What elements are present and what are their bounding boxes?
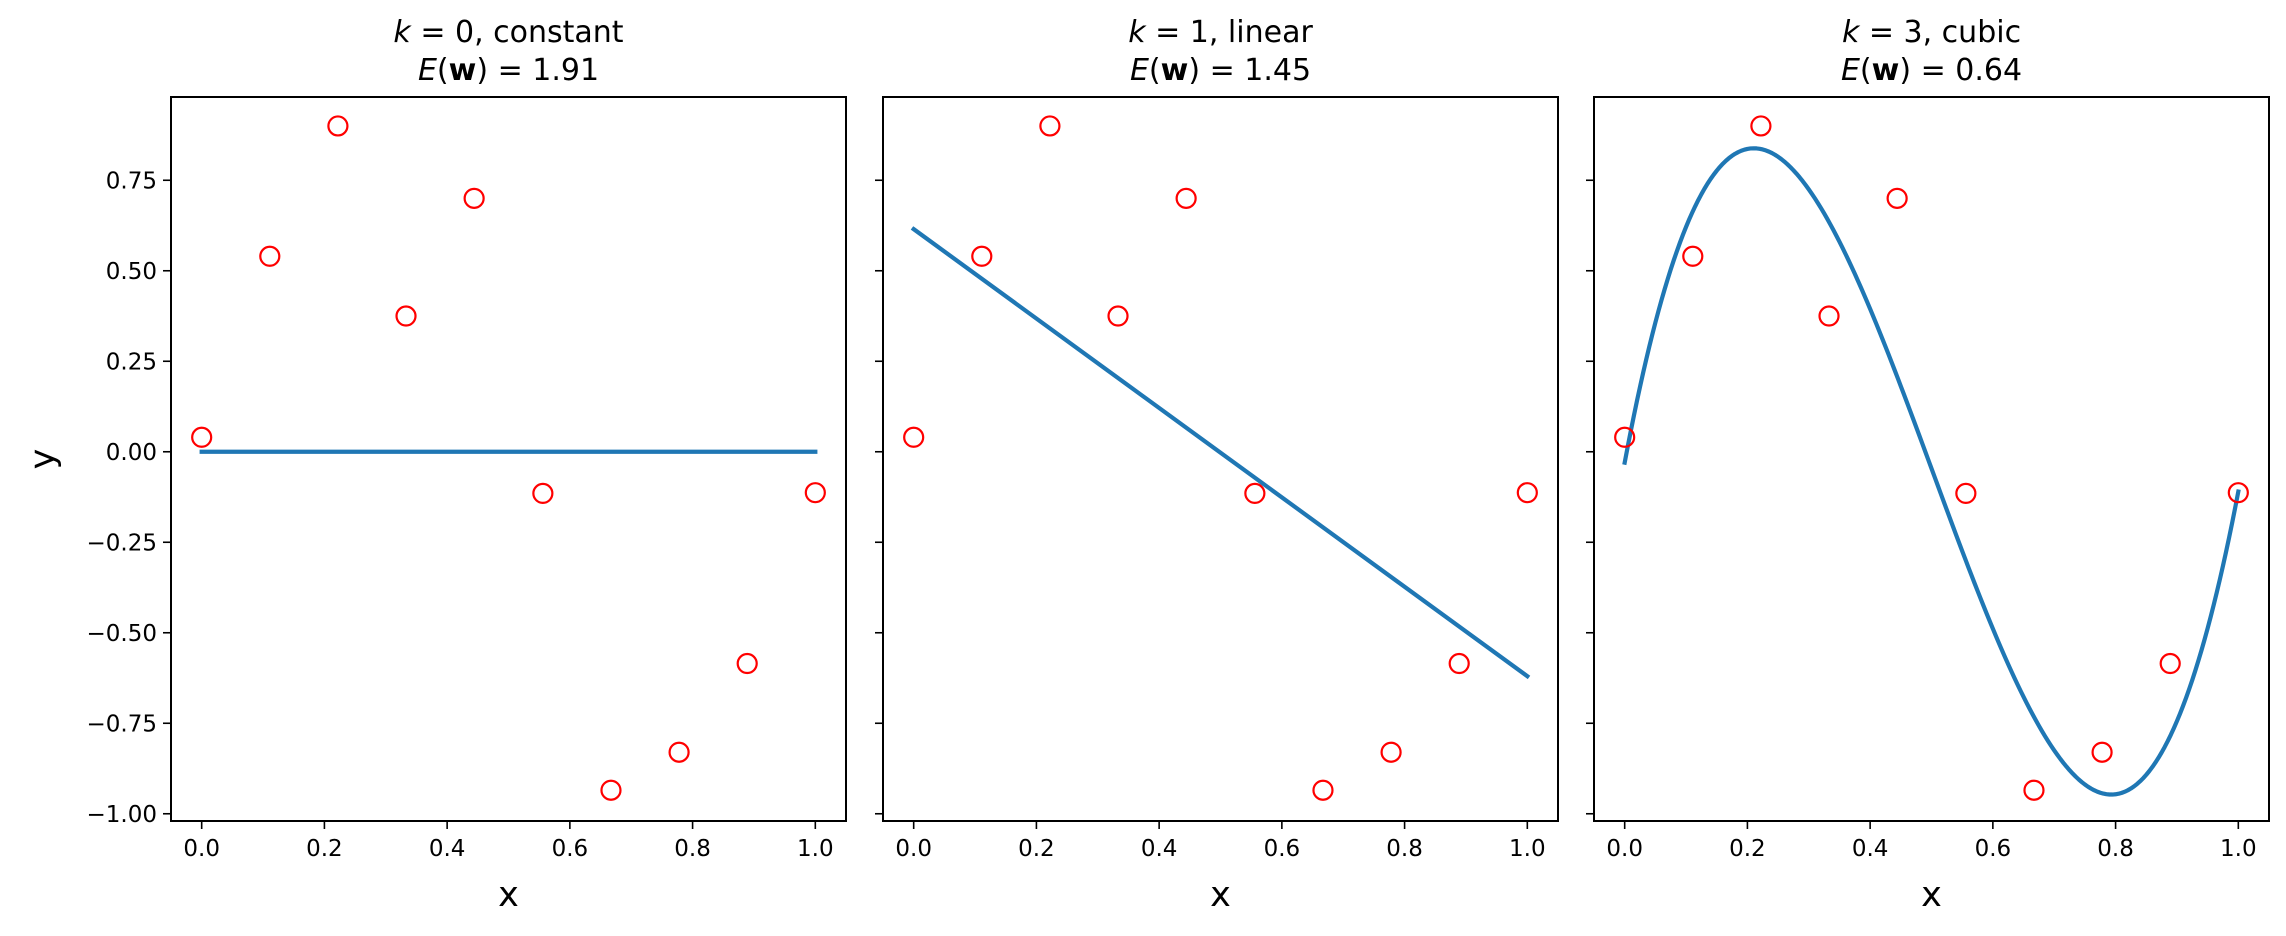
data-point [463, 187, 485, 209]
x-tick-label: 0.6 [552, 836, 589, 862]
data-point [259, 245, 281, 267]
error-symbol: E [1841, 53, 1860, 88]
y-tick-label: −0.25 [87, 530, 157, 556]
subplot-error: E(w) = 1.45 [1130, 53, 1311, 88]
subplot-title: k = 0, constant [393, 15, 623, 50]
x-tick-label: 0.8 [2097, 836, 2134, 862]
subplot-error: E(w) = 1.91 [418, 53, 599, 88]
data-point [1380, 741, 1402, 763]
plot-frame [882, 96, 1559, 822]
data-point [2227, 482, 2249, 504]
data-point [1818, 305, 1840, 327]
x-tick-label: 1.0 [2220, 836, 2257, 862]
data-point [1750, 115, 1772, 137]
data-point [971, 245, 993, 267]
x-tick-label: 0.2 [306, 836, 343, 862]
data-point [1682, 245, 1704, 267]
x-tick-label: 0.8 [1386, 836, 1423, 862]
x-tick-label: 0.4 [1852, 836, 1889, 862]
data-point [2091, 741, 2113, 763]
y-tick-label: −0.75 [87, 711, 157, 737]
y-tick-label: 0.75 [106, 168, 157, 194]
y-axis-label: y [23, 449, 63, 470]
title-math-symbol: k [393, 15, 412, 50]
data-point [395, 305, 417, 327]
subplot-error: E(w) = 0.64 [1841, 53, 2022, 88]
plot-frame [1593, 96, 2270, 822]
x-tick-label: 0.0 [895, 836, 932, 862]
data-point [736, 652, 758, 675]
data-point [1516, 482, 1538, 504]
error-value: ) = 0.64 [1899, 53, 2022, 88]
title-math-symbol: k [1128, 15, 1147, 50]
data-point [1107, 305, 1129, 327]
data-point [1448, 652, 1470, 675]
subplot-title: k = 1, linear [1128, 15, 1313, 50]
x-axis-label: x [1921, 875, 1942, 915]
x-tick-label: 1.0 [797, 836, 834, 862]
error-value: ) = 1.45 [1188, 53, 1311, 88]
data-point [1614, 426, 1636, 448]
y-tick-label: −0.50 [87, 621, 157, 647]
error-symbol: E [418, 53, 437, 88]
data-point [1886, 187, 1908, 209]
error-paren: ( [1860, 53, 1872, 88]
title-text-rest: = 1, linear [1146, 15, 1314, 50]
plot-frame [170, 96, 847, 822]
data-point [600, 779, 622, 801]
data-point [1039, 115, 1061, 137]
x-tick-label: 0.4 [429, 836, 466, 862]
title-math-symbol: k [1842, 15, 1861, 50]
x-tick-label: 0.2 [1018, 836, 1055, 862]
x-tick-label: 0.0 [183, 836, 220, 862]
x-axis-label: x [498, 875, 519, 915]
title-text-rest: = 3, cubic [1859, 15, 2021, 50]
x-tick-label: 1.0 [1509, 836, 1546, 862]
data-point [2159, 652, 2181, 675]
error-paren: ( [437, 53, 449, 88]
x-tick-label: 0.4 [1141, 836, 1178, 862]
data-point [2023, 779, 2045, 801]
error-weights-symbol: w [1872, 53, 1900, 88]
y-tick-label: 0.00 [106, 440, 157, 466]
y-tick-label: −1.00 [87, 802, 157, 828]
x-tick-label: 0.6 [1264, 836, 1301, 862]
data-point [1244, 482, 1266, 504]
x-tick-label: 0.6 [1975, 836, 2012, 862]
x-axis-label: x [1210, 875, 1231, 915]
error-value: ) = 1.91 [476, 53, 599, 88]
error-paren: ( [1149, 53, 1161, 88]
data-point [532, 482, 554, 504]
data-point [1175, 187, 1197, 209]
data-point [1955, 482, 1977, 504]
data-point [327, 115, 349, 137]
title-text-rest: = 0, constant [411, 15, 624, 50]
fit-curve [1622, 146, 2241, 797]
error-symbol: E [1130, 53, 1149, 88]
x-tick-label: 0.2 [1729, 836, 1766, 862]
fit-curve [910, 226, 1531, 680]
y-tick-label: 0.25 [106, 349, 157, 375]
data-point [903, 426, 925, 448]
error-weights-symbol: w [1161, 53, 1189, 88]
data-point [191, 426, 213, 448]
data-point [804, 482, 826, 504]
data-point [668, 741, 690, 763]
x-tick-label: 0.8 [674, 836, 711, 862]
data-point [1312, 779, 1334, 801]
y-tick-label: 0.50 [106, 259, 157, 285]
x-tick-label: 0.0 [1606, 836, 1643, 862]
subplot-title: k = 3, cubic [1842, 15, 2021, 50]
error-weights-symbol: w [449, 53, 477, 88]
